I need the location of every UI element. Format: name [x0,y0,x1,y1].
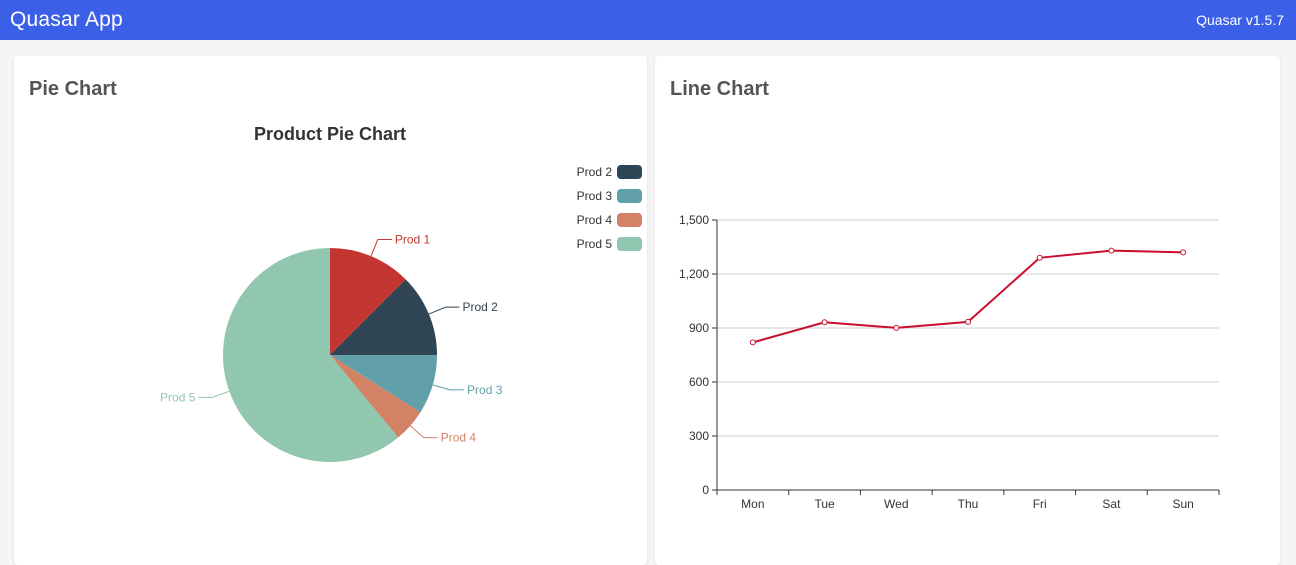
app-title: Quasar App [10,8,123,31]
pie-chart-card: Pie Chart Product Pie Chart Prod 1 Prod 2… [14,56,647,565]
pie-label-line [428,306,460,315]
data-point[interactable] [821,319,828,326]
x-tick-label: Fri [1033,497,1047,511]
version-label: Quasar v1.5.7 [1196,12,1284,28]
legend-swatch[interactable] [617,165,642,179]
line-chart: 0 300 600 900 1,200 1,500 Mon Tue Wed Thu Fri Sat Su… [679,213,1220,511]
x-tick-label: Sun [1172,497,1193,511]
pie-chart-title: Product Pie Chart [254,124,406,144]
series-line [752,249,1184,344]
x-tick-label: Thu [958,497,979,511]
legend-swatch[interactable] [617,213,642,227]
x-tick-label: Wed [884,497,908,511]
y-tick-label: 0 [702,483,709,497]
legend-swatch[interactable] [617,237,642,251]
pie-slice[interactable] [330,279,437,355]
data-point[interactable] [965,318,971,325]
x-tick-label: Sat [1102,497,1121,511]
pie-card-title: Pie Chart [29,78,117,100]
data-point[interactable] [893,324,900,331]
pie-label-line [409,425,438,439]
app-header: Quasar App Quasar v1.5.7 [0,0,1296,40]
main-content: Pie Chart Product Pie Chart Prod 1 Prod 2… [0,40,1296,565]
data-point[interactable] [1108,247,1115,254]
pie-slice-label: Prod 5 [160,390,196,404]
pie-slice[interactable] [330,355,437,413]
legend-label: Prod 3 [577,189,613,203]
pie-slice[interactable] [222,247,399,462]
data-point[interactable] [1036,254,1043,261]
y-tick-label: 1,200 [679,267,709,281]
pie-slice-label: Prod 2 [462,300,498,314]
data-point[interactable] [749,339,756,346]
y-tick-label: 900 [689,321,709,335]
pie-label-line [198,390,230,398]
pie-label-line [370,239,392,257]
legend-swatch[interactable] [617,189,642,203]
pie-slice-label: Prod 1 [395,233,431,247]
pie-slice-label: Prod 3 [467,383,503,397]
x-tick-label: Mon [741,497,764,511]
legend-label: Prod 5 [577,237,613,251]
pie-slice-label: Prod 4 [441,431,477,445]
pie-slice[interactable] [330,248,406,355]
pie-chart: Product Pie Chart Prod 1 Prod 2 Prod 3 Prod… [160,124,642,462]
pie-slice[interactable] [330,355,421,438]
x-tick-label: Tue [814,497,835,511]
pie-label-line [432,384,465,391]
y-tick-label: 1,500 [679,213,709,227]
legend-label: Prod 2 [577,165,613,179]
y-tick-label: 600 [689,375,709,389]
y-tick-label: 300 [689,429,709,443]
line-card-title: Line Chart [670,78,769,100]
legend-label: Prod 4 [577,213,613,227]
data-point[interactable] [1180,249,1187,256]
line-chart-card: Line Chart 0 300 600 900 1,200 1,500 Mon Tue Wed… [655,56,1280,565]
